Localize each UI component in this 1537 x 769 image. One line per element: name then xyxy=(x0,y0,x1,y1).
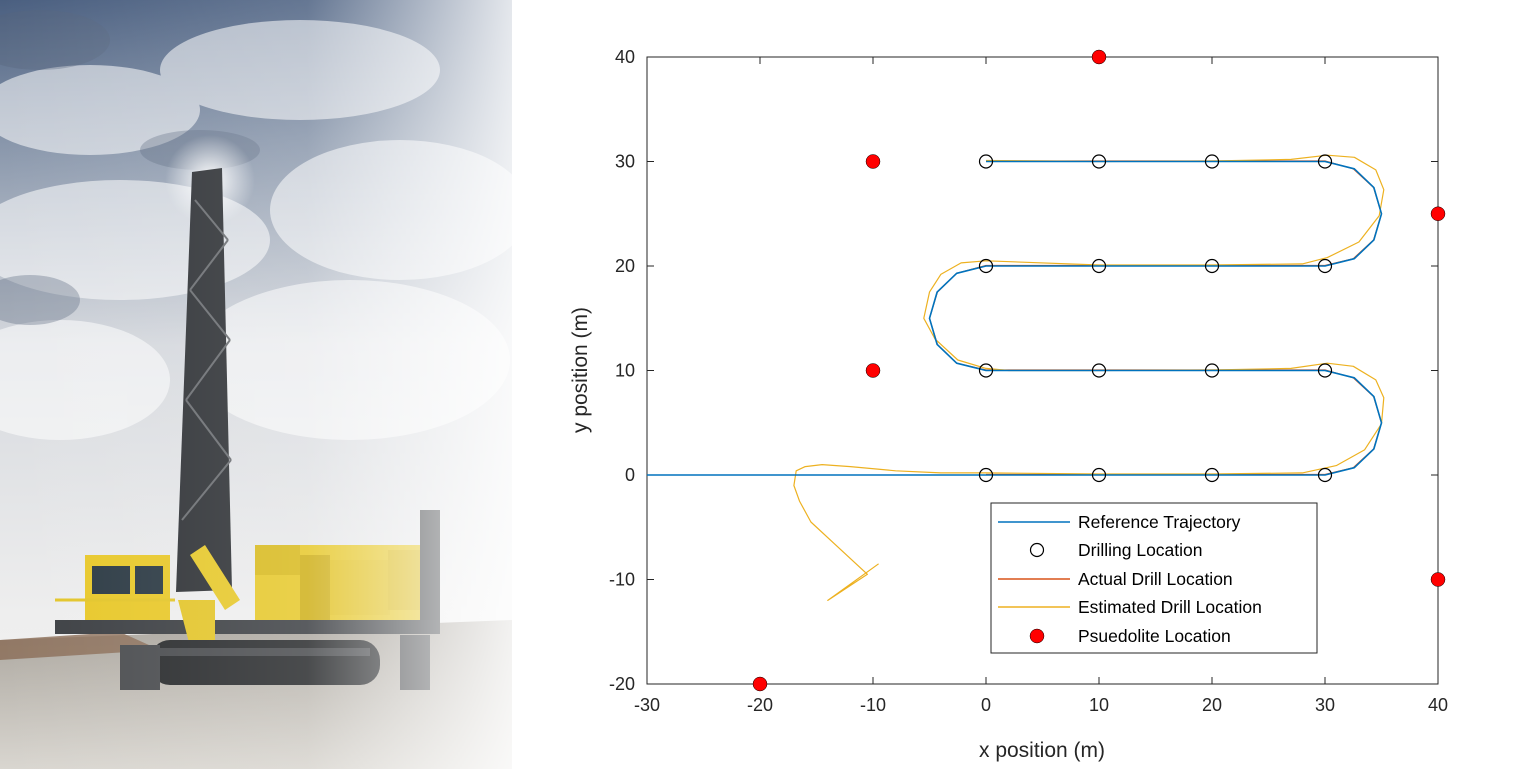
x-tick-label: -30 xyxy=(634,695,660,715)
drilling-location-marker xyxy=(1204,258,1220,274)
x-tick-label: -20 xyxy=(747,695,773,715)
drilling-location-marker xyxy=(1204,154,1220,169)
x-tick-label: 0 xyxy=(981,695,991,715)
legend-box xyxy=(990,502,1318,654)
series-layer xyxy=(647,154,1385,602)
pseudolite-marker xyxy=(752,676,768,692)
drilling-location-marker xyxy=(1091,467,1107,483)
pseudolite-marker xyxy=(865,363,881,378)
y-tick-label: 0 xyxy=(625,465,635,485)
drilling-location-marker xyxy=(1317,363,1333,378)
markers-layer xyxy=(752,49,1446,692)
drilling-location-marker xyxy=(1204,467,1220,483)
pseudolite-marker xyxy=(865,154,881,169)
y-tick-label: -10 xyxy=(609,570,635,590)
x-tick-label: 20 xyxy=(1202,695,1222,715)
legend-item-reference: Reference Trajectory xyxy=(1078,512,1241,532)
legend-item-drilling: Drilling Location xyxy=(1078,540,1203,560)
legend: Reference Trajectory Drilling Location A… xyxy=(990,502,1318,654)
x-tick-label: 40 xyxy=(1428,695,1448,715)
drilling-location-marker xyxy=(1204,363,1220,378)
legend-item-pseudolite: Psuedolite Location xyxy=(1078,626,1231,646)
pseudolite-marker xyxy=(1091,49,1107,65)
x-tick-label: 10 xyxy=(1089,695,1109,715)
drilling-location-marker xyxy=(1091,154,1107,169)
series-reference-trajectory xyxy=(647,160,1383,476)
pseudolite-marker xyxy=(1430,206,1446,221)
y-axis-label: y position (m) xyxy=(569,307,592,433)
y-tick-label: 30 xyxy=(615,152,635,172)
drilling-location-marker xyxy=(1091,258,1107,274)
drilling-location-marker xyxy=(978,258,994,274)
drilling-location-marker xyxy=(978,467,994,483)
y-tick-label: 10 xyxy=(615,361,635,381)
y-tick-label: -20 xyxy=(609,674,635,694)
drilling-location-marker xyxy=(1317,154,1333,169)
drilling-location-marker xyxy=(1091,363,1107,378)
drilling-location-marker xyxy=(978,363,994,378)
legend-swatch-pseudolite xyxy=(1029,628,1045,644)
pseudolite-marker xyxy=(1430,572,1446,587)
drilling-location-marker xyxy=(1317,258,1333,274)
legend-item-estimated: Estimated Drill Location xyxy=(1078,597,1262,617)
y-tick-label: 40 xyxy=(615,47,635,67)
legend-swatch-drilling xyxy=(1029,542,1045,558)
x-tick-label: 30 xyxy=(1315,695,1335,715)
drilling-location-marker xyxy=(1317,467,1333,483)
series-estimated-drill-location xyxy=(793,154,1385,602)
x-tick-label: -10 xyxy=(860,695,886,715)
drilling-location-marker xyxy=(978,154,994,169)
x-axis-label: x position (m) xyxy=(979,739,1105,762)
legend-item-actual: Actual Drill Location xyxy=(1078,569,1233,589)
y-tick-label: 20 xyxy=(615,256,635,276)
drill-rig-photo xyxy=(0,0,512,769)
